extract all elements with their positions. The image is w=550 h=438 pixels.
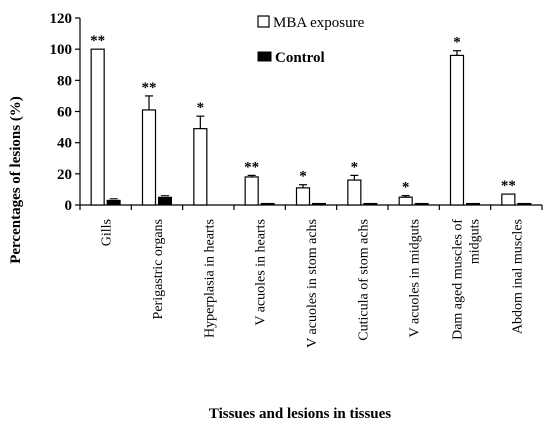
x-category-label: Dam aged muscles of [451, 219, 466, 340]
bar-control [517, 202, 532, 206]
bar-mba-exposure [193, 128, 208, 206]
x-category-label: Hyperplasia in hearts [202, 219, 217, 338]
significance-label: ** [501, 178, 516, 194]
y-tick-label: 80 [57, 73, 72, 89]
bar-control [414, 202, 429, 206]
significance-label: ** [90, 33, 105, 49]
bar-control [312, 202, 326, 206]
bar-mba-exposure [141, 109, 157, 206]
y-axis-title: Percentages of lesions (%) [8, 96, 24, 264]
significance-label: * [402, 180, 410, 196]
y-tick-label: 40 [57, 136, 72, 152]
x-category-label: Cuticula of stom achs [356, 219, 371, 341]
bar-mba-exposure [90, 48, 105, 206]
x-axis-title: Tissues and lesions in tissues [209, 406, 391, 422]
x-category-label: Gills [100, 219, 115, 246]
legend: MBA exposure Control [257, 15, 365, 66]
x-category-label: midguts [468, 219, 483, 264]
y-tick-label: 100 [50, 42, 73, 58]
bar-control [363, 202, 378, 206]
y-tick-label: 20 [57, 167, 72, 183]
bar-mba-exposure [501, 193, 516, 206]
bar-control [466, 202, 480, 206]
bar-mba-exposure [295, 187, 311, 206]
significance-label: * [453, 35, 461, 51]
y-tick-label: 0 [65, 198, 73, 214]
x-category-label: V acuoles in midguts [408, 219, 423, 337]
bar-mba-exposure [449, 54, 465, 206]
x-category-label: V acuoles in hearts [254, 219, 269, 326]
significance-label: * [351, 159, 359, 175]
legend-label-control: Control [275, 50, 325, 66]
legend-label-mba-exposure: MBA exposure [273, 15, 365, 31]
x-category-label: Abdom inal muscles [510, 219, 525, 334]
bar-control [158, 196, 172, 206]
significance-label: ** [244, 159, 259, 175]
bar-mba-exposure [347, 179, 362, 206]
y-tick-label: 60 [57, 105, 72, 121]
bar-mba-exposure [398, 196, 413, 206]
bar-control [260, 202, 275, 206]
significance-label: * [197, 100, 205, 116]
significance-label: ** [142, 80, 157, 96]
legend-swatch-mba-exposure [257, 15, 270, 28]
x-category-label: Perigastric organs [151, 219, 166, 319]
bar-mba-exposure [244, 176, 259, 206]
x-category-label: V acuoles in stom achs [305, 219, 320, 348]
bar-control [106, 199, 121, 206]
significance-label: * [299, 169, 307, 185]
legend-swatch-control [257, 51, 272, 62]
y-tick-label: 120 [50, 11, 73, 27]
axis-labels: Gills Perigastric organs Hyperplasia in he… [8, 96, 525, 422]
